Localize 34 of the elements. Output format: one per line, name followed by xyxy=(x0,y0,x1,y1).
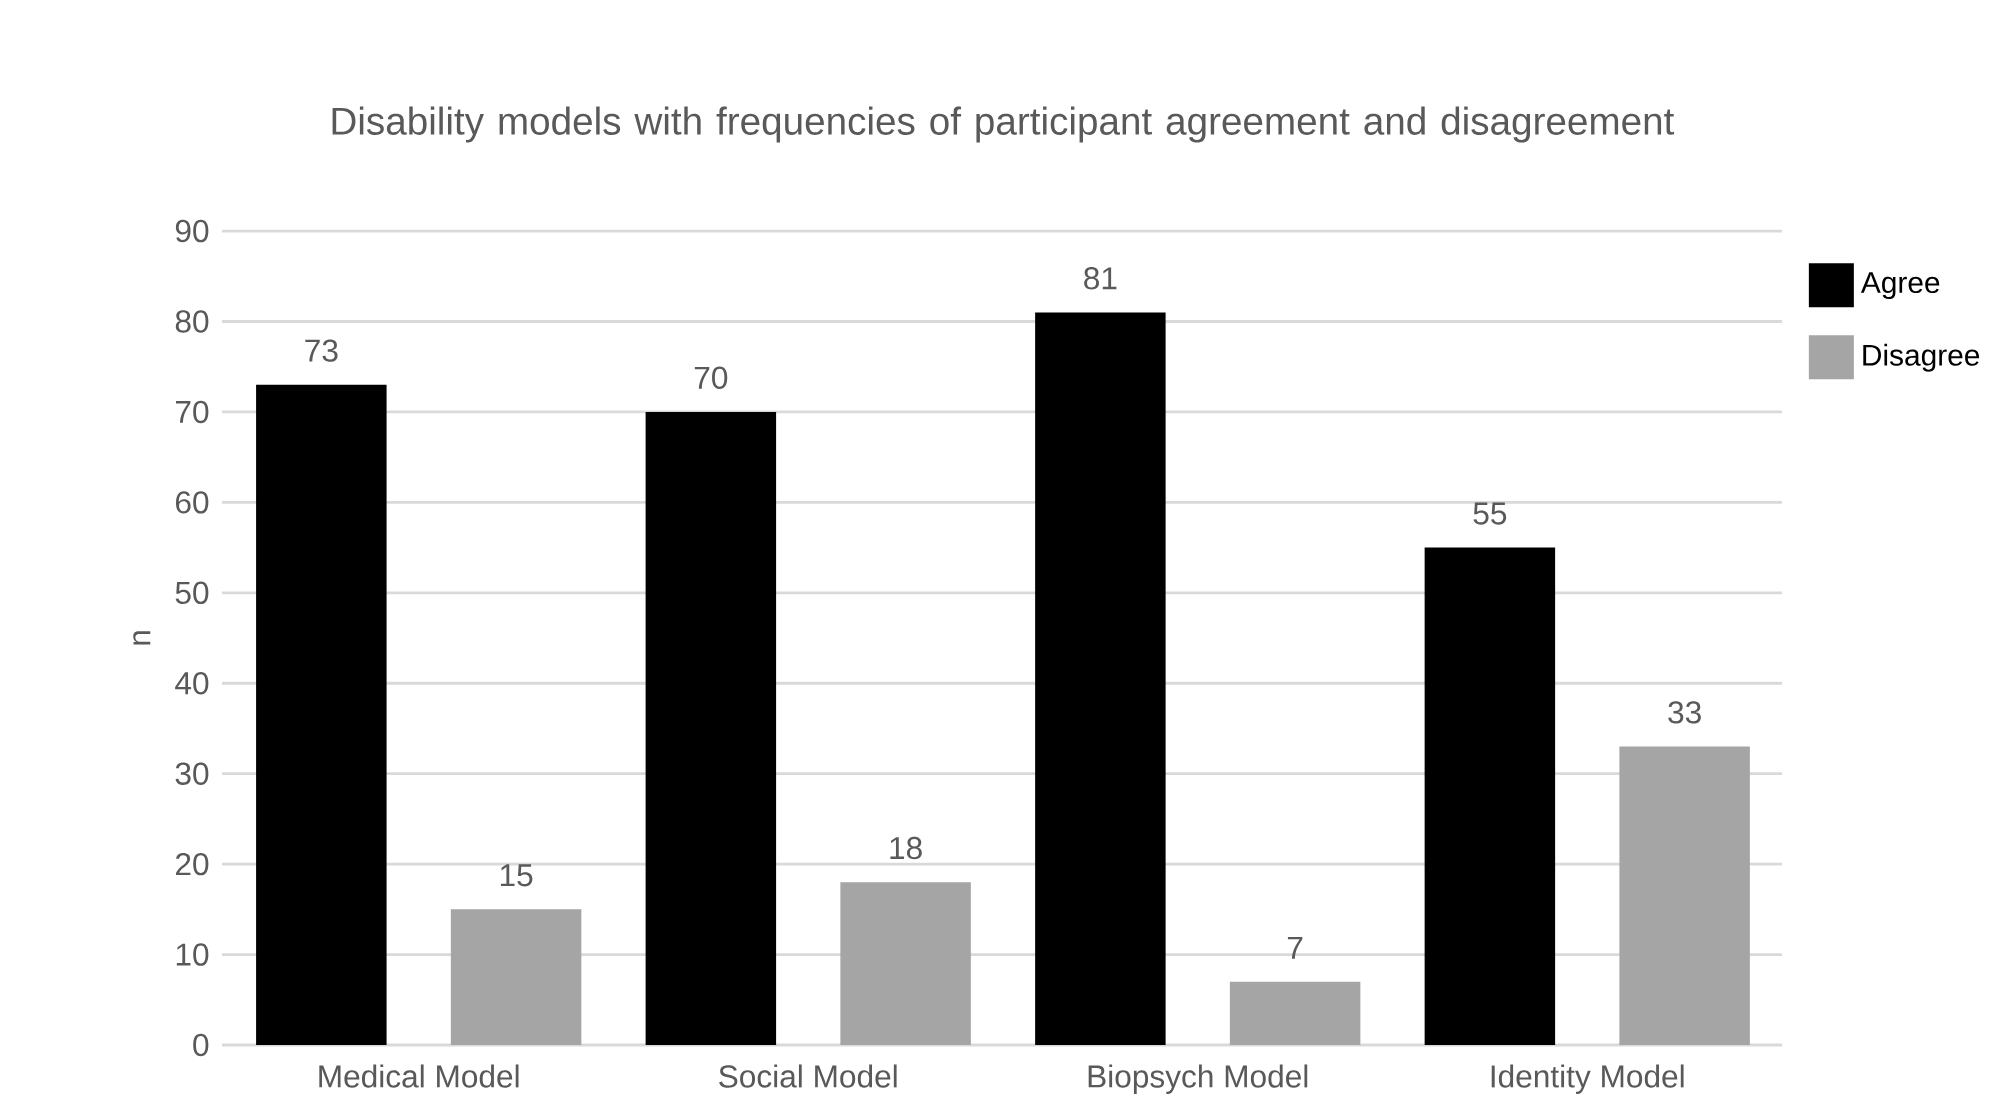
y-tick-label: 90 xyxy=(175,219,209,243)
chart-title: Disability models with frequencies of participant agreement and disagreement xyxy=(332,106,1675,143)
data-label: 70 xyxy=(694,366,728,389)
x-tick-label: Identity Model xyxy=(1491,1064,1684,1094)
bar xyxy=(840,882,971,1045)
data-label: 7 xyxy=(1287,936,1303,959)
y-tick-label: 60 xyxy=(176,491,209,514)
y-tick-label: 0 xyxy=(193,1033,209,1057)
bar xyxy=(256,384,387,1045)
data-label: 33 xyxy=(1668,701,1701,724)
data-label: 73 xyxy=(305,339,338,362)
y-tick-label: 10 xyxy=(176,943,209,966)
y-tick-label: 80 xyxy=(175,310,209,333)
legend-label: Agree xyxy=(1860,272,1940,300)
bar xyxy=(1619,746,1750,1045)
data-label: 18 xyxy=(890,836,922,860)
data-label: 55 xyxy=(1473,502,1507,525)
bar xyxy=(1229,981,1361,1045)
x-tick-label: Social Model xyxy=(719,1064,897,1088)
x-tick-label: Biopsych Model xyxy=(1088,1064,1308,1094)
y-tick-label: 70 xyxy=(176,400,209,424)
y-tick-label: 40 xyxy=(175,672,209,695)
y-axis-title: n xyxy=(133,631,151,645)
x-tick-label: Medical Model xyxy=(319,1064,519,1088)
data-label: 15 xyxy=(500,864,533,887)
legend-label: Disagree xyxy=(1863,343,1980,372)
bar xyxy=(1424,547,1556,1045)
bar xyxy=(645,411,777,1045)
bar xyxy=(450,909,582,1045)
y-tick-label: 50 xyxy=(175,581,209,605)
bar xyxy=(1035,312,1166,1045)
y-tick-label: 30 xyxy=(175,762,209,785)
data-label: 81 xyxy=(1084,267,1117,290)
y-tick-label: 20 xyxy=(176,852,209,876)
